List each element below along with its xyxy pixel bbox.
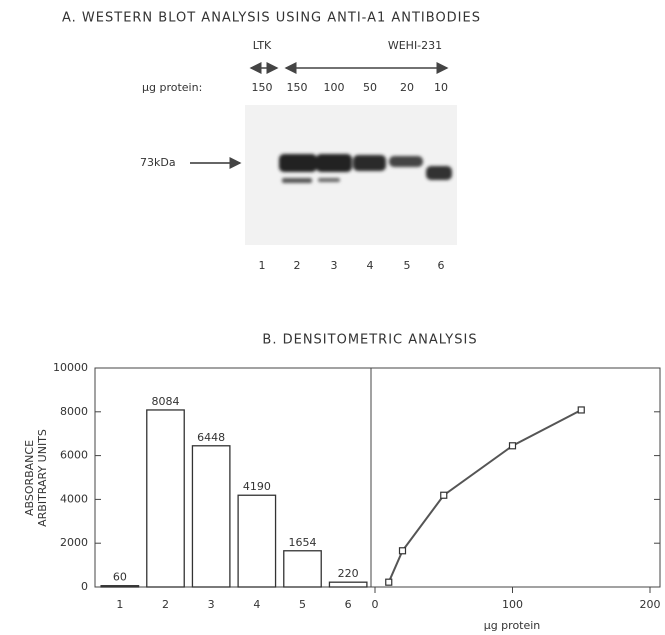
amount: 10 (434, 81, 448, 94)
y-tick-label: 8000 (60, 405, 88, 418)
group-label: WEHI-231 (388, 39, 442, 52)
amount: 150 (287, 81, 308, 94)
lane-label: 6 (438, 259, 445, 272)
lane-label: 3 (331, 259, 338, 272)
x-tick-label: 0 (372, 598, 379, 611)
y-tick-label: 2000 (60, 536, 88, 549)
point (441, 492, 447, 498)
point (400, 548, 406, 554)
point (578, 407, 584, 413)
value-label: 60 (113, 571, 127, 584)
value-label: 1654 (289, 536, 317, 549)
amount-label: µg protein: (142, 81, 202, 94)
amount: 50 (363, 81, 377, 94)
value-label: 4190 (243, 480, 271, 493)
bar (147, 410, 184, 587)
amount: 20 (400, 81, 414, 94)
y-tick-label: 4000 (60, 492, 88, 505)
value-label: 8084 (152, 395, 180, 408)
bar (284, 551, 321, 587)
y-axis-label: ARBITRARY UNITS (36, 429, 49, 527)
value-label: 220 (338, 567, 359, 580)
value-label: 6448 (197, 431, 225, 444)
point (510, 443, 516, 449)
page: A. WESTERN BLOT ANALYSIS USING ANTI-A1 A… (0, 0, 665, 635)
point (386, 579, 392, 585)
amount: 150 (252, 81, 273, 94)
x-tick-label: 5 (299, 598, 306, 611)
blot (245, 105, 457, 245)
x-axis-label: µg protein (484, 619, 541, 632)
y-axis-label: ABSORBANCE (23, 440, 36, 516)
x-tick-label: 3 (208, 598, 215, 611)
x-tick-label: 6 (345, 598, 352, 611)
y-tick-label: 6000 (60, 449, 88, 462)
bar (329, 582, 366, 587)
bar (238, 495, 275, 587)
lane-label: 4 (367, 259, 374, 272)
panel-b-title: B. DENSITOMETRIC ANALYSIS (262, 333, 477, 348)
x-tick-label: 1 (116, 598, 123, 611)
x-tick-label: 200 (640, 598, 661, 611)
figure: A. WESTERN BLOT ANALYSIS USING ANTI-A1 A… (0, 0, 665, 635)
x-tick-label: 2 (162, 598, 169, 611)
line (389, 410, 582, 582)
y-tick-label: 0 (81, 580, 88, 593)
bar (192, 446, 229, 587)
group-label: LTK (253, 39, 272, 52)
amount: 100 (324, 81, 345, 94)
lane-label: 1 (259, 259, 266, 272)
lane-label: 2 (294, 259, 301, 272)
x-tick-label: 100 (502, 598, 523, 611)
x-tick-label: 4 (253, 598, 260, 611)
bar (101, 586, 138, 587)
marker-label: 73kDa (140, 156, 176, 169)
lane-label: 5 (404, 259, 411, 272)
y-tick-label: 10000 (53, 361, 88, 374)
panel-a-title: A. WESTERN BLOT ANALYSIS USING ANTI-A1 A… (62, 11, 481, 26)
